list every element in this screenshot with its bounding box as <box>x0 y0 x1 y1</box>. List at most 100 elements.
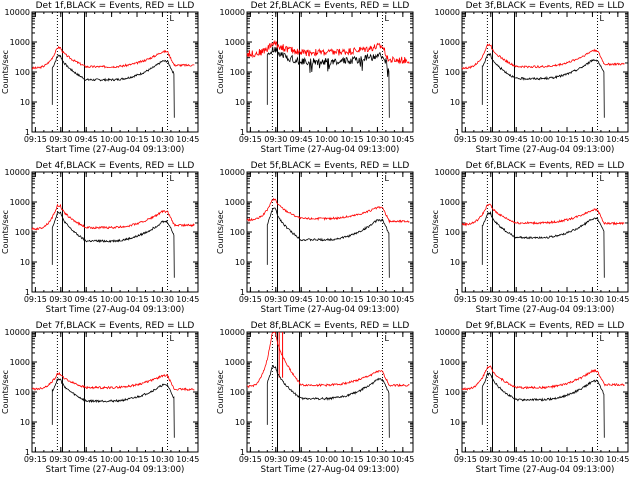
x-axis-label: Start Time (27-Aug-04 09:13:00) <box>261 465 400 475</box>
x-tick-label: 10:45 <box>391 455 414 464</box>
y-tick-label: 100 <box>445 388 460 397</box>
x-tick-label: 09:45 <box>505 135 528 144</box>
panel-title: Det 7f,BLACK = Events, RED = LLD <box>36 321 195 331</box>
x-tick-label: 10:45 <box>606 455 629 464</box>
y-tick-label: 10000 <box>220 168 245 177</box>
x-tick-label: 10:30 <box>366 295 389 304</box>
chart-panel-7: Det 7f,BLACK = Events, RED = LLD 1 10 100 10… <box>1 321 199 475</box>
x-tick-label: 09:30 <box>49 135 72 144</box>
x-tick-label: 09:30 <box>479 295 502 304</box>
corner-mark: L <box>600 14 605 23</box>
x-tick-label: 09:15 <box>454 455 477 464</box>
corner-mark: L <box>600 334 605 343</box>
events-series-line <box>266 364 390 438</box>
x-tick-label: 09:15 <box>454 135 477 144</box>
panel-title: Det 3f,BLACK = Events, RED = LLD <box>466 1 625 11</box>
lld-series-line <box>31 203 195 231</box>
y-tick-label: 10000 <box>5 328 30 337</box>
y-tick-label: 10 <box>235 98 245 107</box>
x-tick-label: 10:30 <box>581 455 604 464</box>
x-tick-label: 09:45 <box>505 455 528 464</box>
plot-frame <box>461 11 629 133</box>
lld-series-line <box>461 203 625 227</box>
x-tick-label: 10:45 <box>391 295 414 304</box>
y-tick-label: 1 <box>25 448 30 457</box>
chart-panel-3: Det 3f,BLACK = Events, RED = LLD 1 10 100 10… <box>431 1 629 155</box>
y-axis-label: Counts/sec <box>216 210 225 254</box>
y-tick-label: 1 <box>455 288 460 297</box>
chart-panel-9: Det 9f,BLACK = Events, RED = LLD 1 10 100 10… <box>431 321 629 475</box>
events-series-line <box>266 207 390 278</box>
y-tick-label: 1000 <box>10 198 30 207</box>
y-tick-label: 1000 <box>225 358 245 367</box>
x-tick-label: 09:15 <box>24 455 47 464</box>
x-tick-label: 10:45 <box>176 455 199 464</box>
x-tick-label: 10:15 <box>125 295 148 304</box>
y-axis-label: Counts/sec <box>1 210 10 254</box>
x-tick-label: 10:15 <box>555 455 578 464</box>
x-tick-label: 10:30 <box>581 135 604 144</box>
y-tick-label: 10 <box>20 258 30 267</box>
x-tick-label: 09:45 <box>75 135 98 144</box>
x-tick-label: 09:15 <box>239 135 262 144</box>
y-tick-label: 10 <box>450 418 460 427</box>
plot-frame <box>31 171 199 293</box>
y-tick-label: 10 <box>235 258 245 267</box>
panel-title: Det 1f,BLACK = Events, RED = LLD <box>36 1 195 11</box>
x-tick-label: 10:00 <box>530 295 553 304</box>
plot-frame <box>31 331 199 453</box>
x-tick-label: 10:00 <box>530 455 553 464</box>
y-tick-label: 10 <box>450 258 460 267</box>
y-axis-label: Counts/sec <box>431 50 440 94</box>
x-tick-label: 10:15 <box>555 135 578 144</box>
y-tick-label: 1 <box>240 288 245 297</box>
x-axis-label: Start Time (27-Aug-04 09:13:00) <box>261 145 400 155</box>
panel-title: Det 9f,BLACK = Events, RED = LLD <box>466 321 625 331</box>
y-tick-label: 10000 <box>435 168 460 177</box>
x-axis-label: Start Time (27-Aug-04 09:13:00) <box>46 145 185 155</box>
chart-panel-1: Det 1f,BLACK = Events, RED = LLD 1 10 100 10… <box>1 1 199 155</box>
y-tick-label: 10000 <box>5 8 30 17</box>
x-tick-label: 10:30 <box>366 135 389 144</box>
y-tick-label: 10000 <box>435 328 460 337</box>
x-tick-label: 09:15 <box>24 135 47 144</box>
x-tick-label: 09:45 <box>75 455 98 464</box>
x-tick-label: 09:30 <box>264 455 287 464</box>
events-series-line <box>481 53 605 118</box>
y-axis-label: Counts/sec <box>216 50 225 94</box>
plot-frame <box>461 171 629 293</box>
x-tick-label: 10:15 <box>340 455 363 464</box>
panel-title: Det 6f,BLACK = Events, RED = LLD <box>466 161 625 171</box>
y-tick-label: 1 <box>240 448 245 457</box>
chart-panel-8: Det 8f,BLACK = Events, RED = LLD 1 10 100 10… <box>216 321 414 475</box>
corner-mark: L <box>600 174 605 183</box>
y-tick-label: 1 <box>25 288 30 297</box>
y-tick-label: 1000 <box>10 38 30 47</box>
events-series-line <box>481 371 605 438</box>
x-axis-label: Start Time (27-Aug-04 09:13:00) <box>476 465 615 475</box>
y-tick-label: 100 <box>230 228 245 237</box>
x-tick-label: 10:15 <box>125 455 148 464</box>
y-tick-label: 1000 <box>225 38 245 47</box>
x-tick-label: 10:00 <box>100 455 123 464</box>
x-tick-label: 09:30 <box>479 135 502 144</box>
y-tick-label: 100 <box>15 228 30 237</box>
x-tick-label: 09:45 <box>290 135 313 144</box>
y-axis-label: Counts/sec <box>216 370 225 414</box>
chart-panel-4: Det 4f,BLACK = Events, RED = LLD 1 10 100 10… <box>1 161 199 315</box>
x-tick-label: 09:45 <box>75 295 98 304</box>
x-tick-label: 10:00 <box>315 455 338 464</box>
y-tick-label: 10 <box>450 98 460 107</box>
x-tick-label: 10:30 <box>151 295 174 304</box>
x-tick-label: 09:45 <box>290 455 313 464</box>
lld-series-line <box>246 197 410 224</box>
events-series-line <box>51 211 175 278</box>
x-tick-label: 10:15 <box>340 135 363 144</box>
x-tick-label: 09:45 <box>505 295 528 304</box>
x-tick-label: 10:15 <box>555 295 578 304</box>
x-tick-label: 10:00 <box>315 135 338 144</box>
y-axis-label: Counts/sec <box>1 50 10 94</box>
lld-series-line <box>246 331 410 389</box>
events-series-line <box>51 378 175 438</box>
